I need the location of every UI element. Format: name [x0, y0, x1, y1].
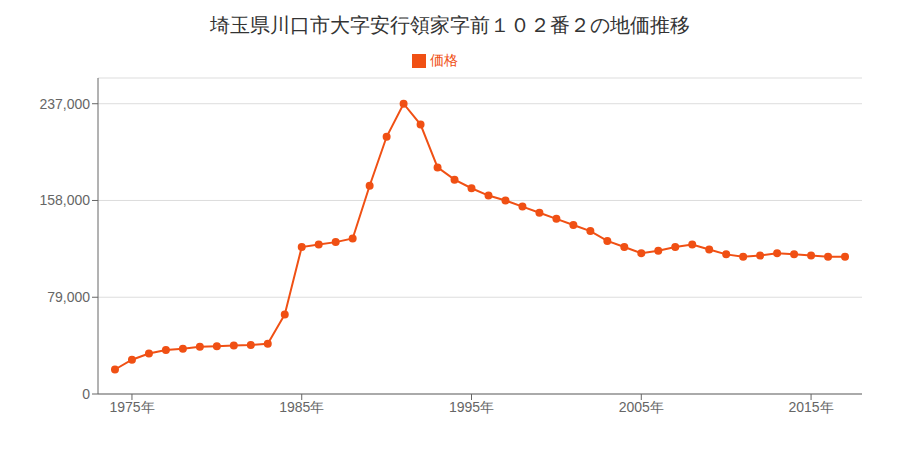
svg-text:79,000: 79,000	[47, 289, 90, 305]
html-text:価格: 価格	[430, 52, 458, 68]
svg-text:0: 0	[82, 386, 90, 402]
svg-text:1995年: 1995年	[449, 399, 494, 415]
html-text:埼玉県川口市大字安行領家字前１０２番２の地価推移: 埼玉県川口市大字安行領家字前１０２番２の地価推移	[210, 14, 690, 36]
svg-text:1985年: 1985年	[279, 399, 324, 415]
svg-text:1975年: 1975年	[109, 399, 154, 415]
svg-text:2015年: 2015年	[788, 399, 833, 415]
svg-text:2005年: 2005年	[619, 399, 664, 415]
svg-text:237,000: 237,000	[39, 96, 90, 112]
svg-text:158,000: 158,000	[39, 192, 90, 208]
